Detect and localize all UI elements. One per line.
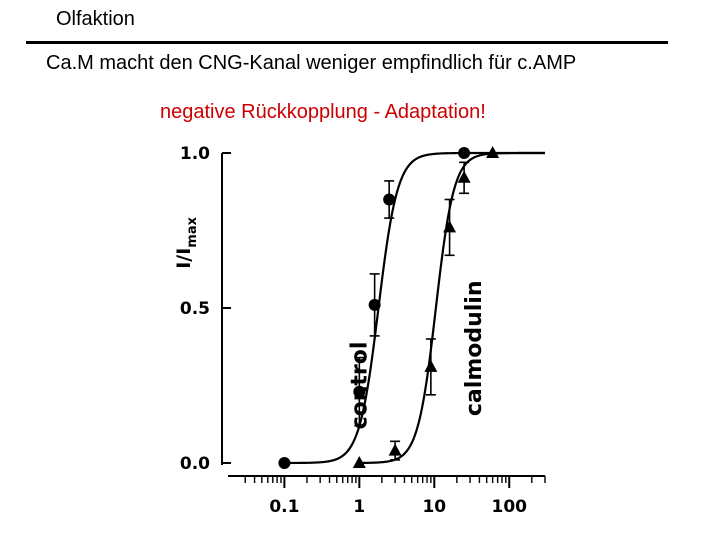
x-tick-label: 100 [491,497,527,517]
y-tick-label: 0.0 [180,454,210,474]
slide-subtitle: Ca.M macht den CNG-Kanal weniger empfind… [46,52,577,74]
slide-title: Olfaktion [56,8,135,30]
x-tick-label: 10 [422,497,446,517]
chart-labels: 0.0 0.5 1.0 0.1 1 10 100 I/Imax control calmoduli… [173,144,527,517]
fit-curves [284,151,545,465]
x-tick-label: 1 [353,497,365,517]
y-axis-label-main: I/I [173,248,195,269]
dose-response-chart: 0.0 0.5 1.0 0.1 1 10 100 I/Imax control calmoduli… [173,144,546,517]
y-axis-label: I/Imax [173,216,200,268]
x-tick-label: 0.1 [269,497,299,517]
data-point-control [353,385,366,398]
data-point-calmodulin [424,359,438,372]
series-label-control: control [348,342,373,430]
data-markers [278,146,500,469]
data-point-control [383,193,396,206]
fit-curve-calmodulin [359,151,545,465]
data-point-control [458,147,471,159]
series-label-calmodulin: calmodulin [462,280,487,416]
data-point-calmodulin [443,220,457,233]
adaptation-note: negative Rückkopplung - Adaptation! [160,101,486,123]
y-tick-label: 1.0 [180,144,210,164]
y-axis-label-subscript: max [185,216,200,247]
fit-curve-control [284,151,545,465]
data-point-calmodulin [486,146,500,158]
data-point-calmodulin [388,443,402,456]
title-divider [26,41,668,44]
data-point-control [368,298,381,311]
data-point-calmodulin [457,170,471,183]
data-point-control [278,457,291,469]
data-point-calmodulin [352,456,366,468]
y-tick-label: 0.5 [180,299,210,319]
axes [221,152,546,488]
